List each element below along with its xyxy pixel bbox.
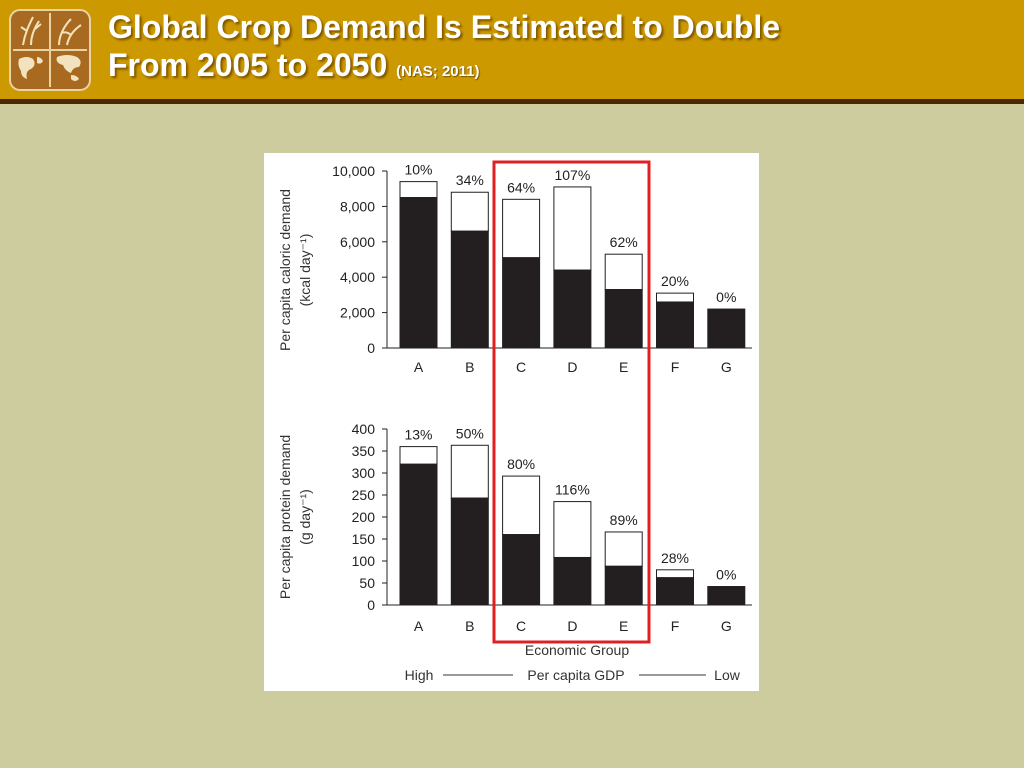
data-label-percent: 28% <box>661 550 689 566</box>
y-axis-title-line-2: (g day⁻¹) <box>297 489 313 545</box>
bar-segment-increase <box>553 501 592 558</box>
x-tick-label: B <box>465 359 474 375</box>
bar-segment-2005 <box>604 289 643 349</box>
y-tick-label: 2,000 <box>340 305 375 321</box>
bar-segment-increase <box>502 475 541 536</box>
caloric-demand-chart: Per capita caloric demand (kcal day⁻¹) 1… <box>277 162 752 375</box>
data-label-percent: 64% <box>507 179 535 195</box>
x-tick-label: E <box>619 359 628 375</box>
chart-svg: Per capita caloric demand (kcal day⁻¹) 1… <box>277 160 752 683</box>
x-tick-label: A <box>414 359 424 375</box>
x-tick-label: A <box>414 618 424 634</box>
title-citation: (NAS; 2011) <box>396 63 480 80</box>
bar-segment-increase <box>502 198 541 259</box>
x-tick-label: B <box>465 618 474 634</box>
y-tick-label: 6,000 <box>340 234 375 250</box>
bar-segment-increase <box>399 446 438 465</box>
title-line-1: Global Crop Demand Is Estimated to Doubl… <box>108 9 781 45</box>
data-label-percent: 116% <box>555 482 590 498</box>
bar-segment-increase <box>604 531 643 567</box>
bar-segment-increase <box>399 181 438 199</box>
x-axis-title: Economic Group <box>525 642 629 658</box>
x-tick-label: C <box>516 359 526 375</box>
header-rule <box>0 99 1024 104</box>
data-label-percent: 0% <box>716 289 736 305</box>
bar-segment-2005 <box>502 534 541 606</box>
data-label-percent: 89% <box>610 512 638 528</box>
title-line-2: From 2005 to 2050 (NAS; 2011) <box>108 46 1008 91</box>
x-tick-label: F <box>671 359 680 375</box>
y-axis-title-line-1: Per capita caloric demand <box>277 189 293 351</box>
x-tick-label: F <box>671 618 680 634</box>
y-tick-label: 0 <box>367 597 375 613</box>
data-label-percent: 107% <box>554 167 590 183</box>
chart-figure: Per capita caloric demand (kcal day⁻¹) 1… <box>264 153 759 691</box>
bar-segment-increase <box>450 444 489 499</box>
bar-segment-2005 <box>707 308 746 349</box>
x-tick-label: D <box>567 618 577 634</box>
y-tick-label: 0 <box>367 340 375 356</box>
bar-segment-2005 <box>604 565 643 606</box>
y-tick-label: 250 <box>352 487 376 503</box>
bar-segment-2005 <box>502 257 541 349</box>
x-tick-label: G <box>721 359 732 375</box>
slide-title: Global Crop Demand Is Estimated to Doubl… <box>108 8 1008 91</box>
data-label-percent: 62% <box>610 234 638 250</box>
bar-segment-increase <box>604 253 643 291</box>
y-tick-label: 10,000 <box>332 163 375 179</box>
y-tick-label: 300 <box>352 465 376 481</box>
y-tick-label: 8,000 <box>340 198 375 214</box>
y-tick-label: 150 <box>352 531 376 547</box>
logo-icon <box>9 9 91 91</box>
gdp-axis: High Per capita GDP Low <box>405 667 741 683</box>
bar-segment-2005 <box>450 230 489 349</box>
bar-segment-increase <box>450 191 489 232</box>
bar-segment-2005 <box>399 463 438 606</box>
x-tick-label: G <box>721 618 732 634</box>
data-label-percent: 10% <box>404 162 432 178</box>
data-label-percent: 80% <box>507 456 535 472</box>
bar-segment-increase <box>553 186 592 271</box>
y-tick-label: 100 <box>352 553 376 569</box>
y-tick-label: 400 <box>352 421 376 437</box>
bar-segment-2005 <box>656 577 694 606</box>
y-axis-title-line-1: Per capita protein demand <box>277 435 293 599</box>
bar-segment-2005 <box>399 197 438 349</box>
bar-segment-2005 <box>553 556 592 606</box>
x-tick-label: C <box>516 618 526 634</box>
highlight-box <box>492 160 651 644</box>
bar-segment-2005 <box>656 301 694 349</box>
slide-header <box>0 0 1024 99</box>
data-label-percent: 20% <box>661 273 689 289</box>
y-axis-title: Per capita protein demand (g day⁻¹) <box>277 435 313 599</box>
y-tick-label: 200 <box>352 509 376 525</box>
bar-segment-increase <box>656 292 694 303</box>
bar-segment-2005 <box>707 586 746 606</box>
gdp-axis-label: Per capita GDP <box>527 667 624 683</box>
gdp-low-label: Low <box>714 667 741 683</box>
bar-segment-increase <box>656 569 694 579</box>
y-tick-label: 50 <box>359 575 375 591</box>
y-axis-title: Per capita caloric demand (kcal day⁻¹) <box>277 189 313 351</box>
protein-demand-chart: Per capita protein demand (g day⁻¹) Econ… <box>277 421 752 683</box>
y-tick-label: 4,000 <box>340 269 375 285</box>
y-tick-label: 350 <box>352 443 376 459</box>
data-label-percent: 34% <box>456 172 484 188</box>
bar-segment-2005 <box>450 497 489 606</box>
title-line-2-text: From 2005 to 2050 <box>108 47 388 83</box>
x-tick-label: E <box>619 618 628 634</box>
data-label-percent: 50% <box>456 425 484 441</box>
data-label-percent: 0% <box>716 567 736 583</box>
bar-segment-2005 <box>553 269 592 349</box>
x-tick-label: D <box>567 359 577 375</box>
y-axis-title-line-2: (kcal day⁻¹) <box>297 234 313 307</box>
gdp-high-label: High <box>405 667 434 683</box>
data-label-percent: 13% <box>404 427 432 443</box>
